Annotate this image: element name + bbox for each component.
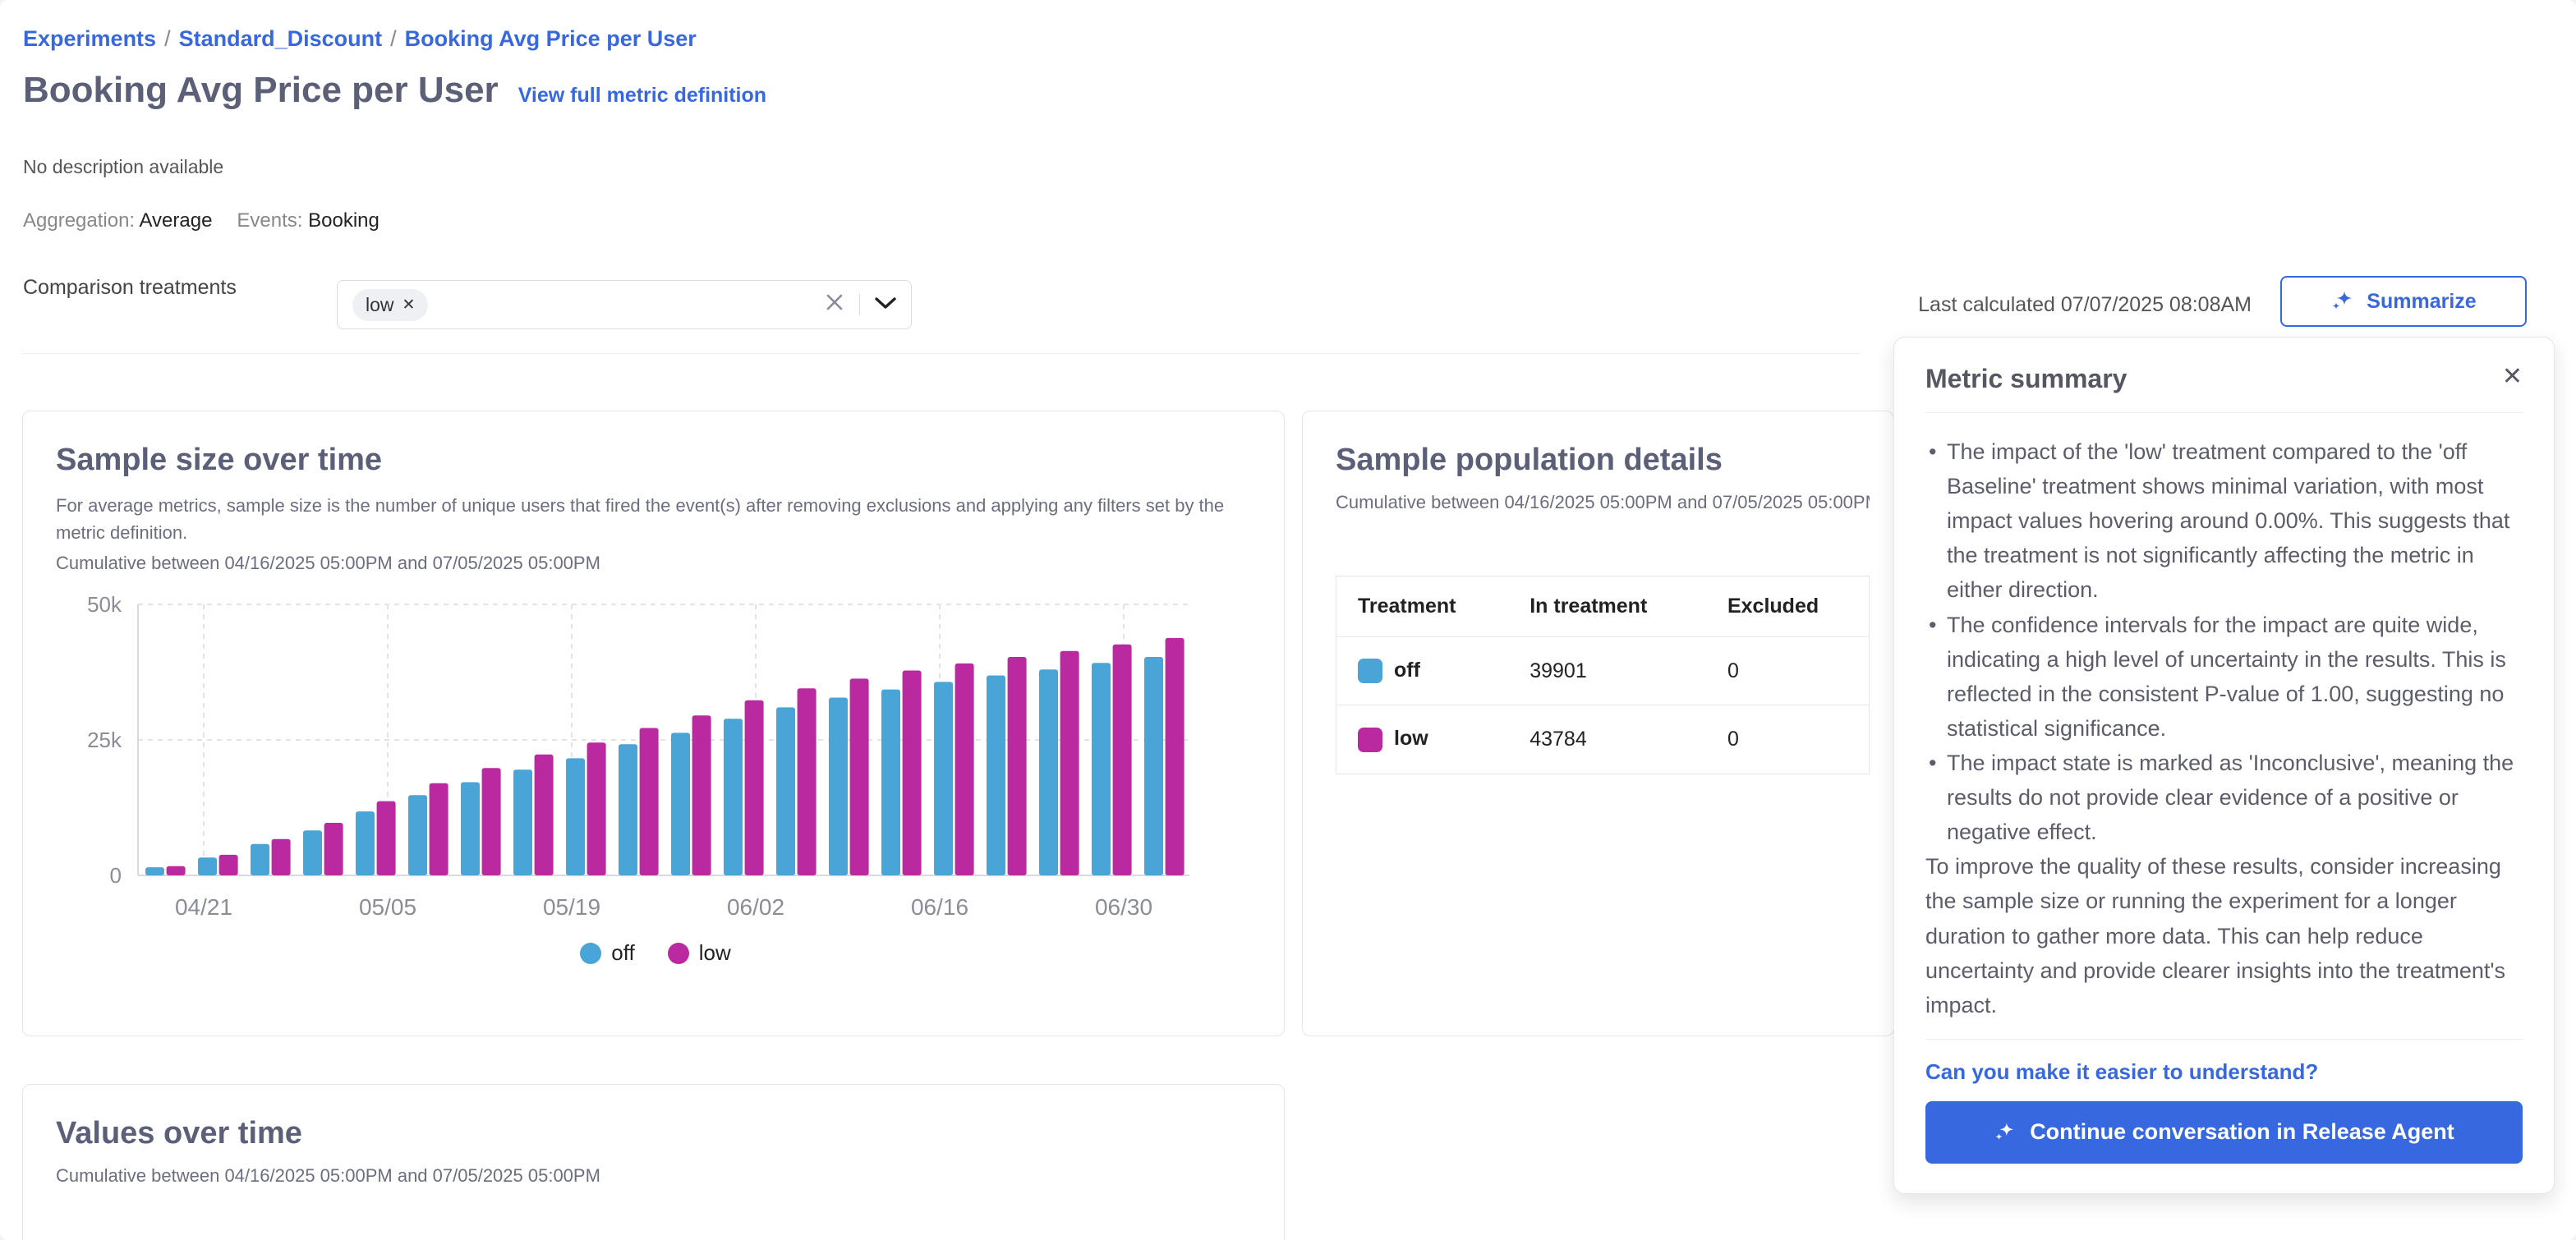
- svg-text:05/19: 05/19: [543, 894, 600, 920]
- svg-text:06/30: 06/30: [1095, 894, 1152, 920]
- svg-text:50k: 50k: [87, 596, 122, 617]
- svg-text:0: 0: [110, 863, 122, 888]
- svg-text:25k: 25k: [87, 728, 122, 752]
- svg-text:06/02: 06/02: [727, 894, 784, 920]
- svg-text:06/16: 06/16: [911, 894, 968, 920]
- svg-text:05/05: 05/05: [359, 894, 416, 920]
- svg-text:04/21: 04/21: [175, 894, 232, 920]
